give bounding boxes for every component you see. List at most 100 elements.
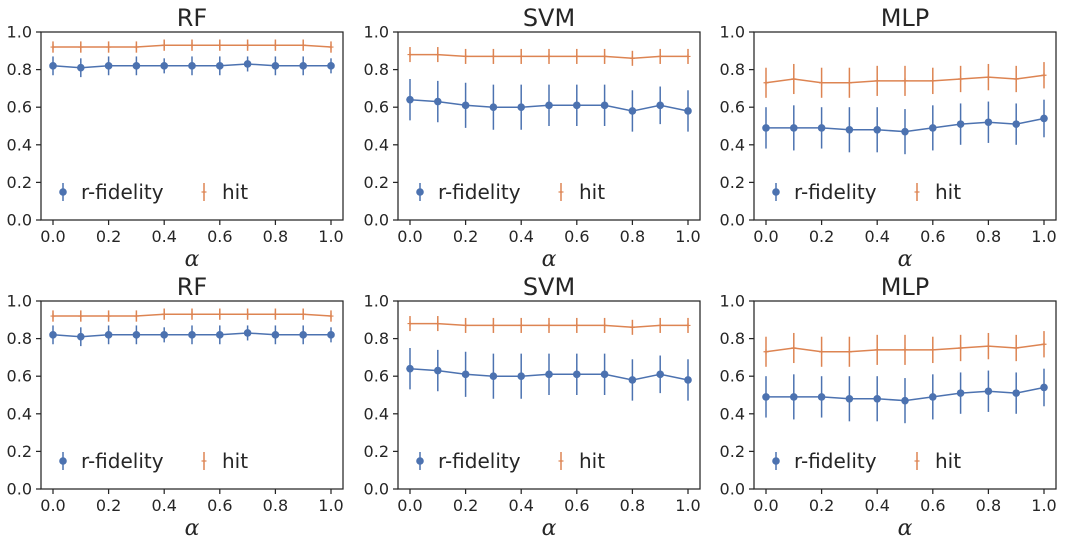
x-tick-label: 0.6 — [920, 496, 945, 515]
x-tick-label: 0.0 — [753, 496, 778, 515]
data-point — [299, 62, 308, 70]
x-tick-label: 0.6 — [564, 227, 589, 246]
y-tick-label: 1.0 — [720, 23, 745, 42]
data-point — [929, 393, 937, 401]
data-point — [930, 78, 936, 84]
data-point — [216, 62, 224, 70]
chart-panel-3: MLP 0.0 0.2 0.4 0.6 0.8 1.0 0.0 0.2 0.4 0.6 0.8 1.0 α… — [720, 4, 1057, 272]
x-axis-label: α — [898, 247, 913, 272]
data-point — [461, 370, 470, 379]
data-point — [435, 52, 441, 58]
data-point — [629, 324, 635, 330]
x-axis-label: α — [185, 247, 200, 272]
data-point — [956, 389, 965, 397]
y-tick-label: 0.2 — [720, 173, 745, 192]
chart-title: SVM — [523, 273, 575, 301]
data-point — [1040, 383, 1048, 392]
y-tick-label: 0.2 — [7, 173, 32, 192]
data-point — [104, 331, 113, 339]
legend: r-fidelity hit — [416, 449, 605, 473]
legend-marker — [59, 457, 67, 465]
series-hit — [763, 331, 1047, 367]
data-point — [407, 321, 413, 327]
series-hit — [407, 316, 691, 335]
y-tick-label: 1.0 — [720, 292, 745, 311]
data-point — [874, 347, 880, 353]
data-point — [272, 42, 278, 48]
chart-panel-2: SVM 0.0 0.2 0.4 0.6 0.8 1.0 0.0 0.2 0.4 0.6 0.8 1.0 α… — [364, 4, 701, 272]
data-point — [902, 347, 908, 353]
chart-title: MLP — [881, 4, 930, 32]
data-point — [600, 370, 609, 379]
y-tick-label: 0.0 — [364, 211, 389, 230]
data-point — [188, 62, 196, 70]
y-tick-label: 0.4 — [7, 404, 32, 423]
data-point — [545, 101, 553, 110]
data-point — [188, 331, 196, 339]
data-point — [1012, 120, 1020, 128]
data-point — [133, 44, 139, 50]
data-point — [656, 370, 664, 379]
x-tick-label: 1.0 — [318, 496, 343, 515]
chart-panel-1: RF 0.0 0.2 0.4 0.6 0.8 1.0 0.0 0.2 0.4 0.6 0.8 1.0 α r… — [7, 4, 344, 272]
data-point — [463, 322, 469, 328]
x-tick-label: 0.2 — [96, 227, 121, 246]
y-tick-label: 0.4 — [364, 404, 389, 423]
data-point — [574, 53, 580, 59]
data-point — [245, 42, 251, 48]
data-point — [106, 313, 112, 319]
x-axis-label: α — [185, 516, 200, 541]
legend-label: hit — [222, 180, 248, 204]
data-point — [574, 322, 580, 328]
data-point — [1040, 114, 1048, 123]
x-tick-label: 0.0 — [40, 227, 65, 246]
legend-marker — [416, 457, 424, 465]
series-r-fidelity — [406, 348, 692, 401]
y-tick-label: 0.6 — [7, 367, 32, 386]
x-tick-label: 0.4 — [864, 496, 889, 515]
legend-label: hit — [579, 449, 605, 473]
data-point — [189, 311, 195, 317]
chart-panel-4: RF 0.0 0.2 0.4 0.6 0.8 1.0 0.0 0.2 0.4 0.6 0.8 1.0 α r… — [7, 273, 344, 541]
x-tick-label: 0.4 — [864, 227, 889, 246]
x-tick-label: 0.6 — [207, 227, 232, 246]
data-point — [300, 42, 306, 48]
data-point — [463, 53, 469, 59]
data-point — [300, 311, 306, 317]
data-point — [1041, 341, 1047, 347]
data-point — [77, 63, 85, 72]
y-tick-label: 0.4 — [7, 135, 32, 154]
data-point — [791, 76, 797, 82]
x-tick-label: 0.0 — [40, 496, 65, 515]
x-tick-label: 0.4 — [508, 496, 533, 515]
x-tick-label: 0.4 — [508, 227, 533, 246]
data-point — [50, 313, 56, 319]
data-point — [78, 313, 84, 319]
data-point — [600, 101, 609, 110]
x-tick-label: 0.0 — [397, 496, 422, 515]
data-point — [161, 42, 167, 48]
x-axis-label: α — [542, 516, 557, 541]
plot-frame — [40, 31, 344, 221]
y-tick-label: 0.2 — [364, 173, 389, 192]
data-point — [762, 393, 770, 401]
data-point — [845, 125, 854, 134]
data-point — [406, 364, 414, 373]
y-tick-label: 0.6 — [720, 367, 745, 386]
y-tick-label: 0.8 — [7, 329, 32, 348]
y-tick-label: 0.2 — [364, 442, 389, 461]
data-point — [78, 44, 84, 50]
y-tick-label: 0.6 — [364, 98, 389, 117]
data-point — [545, 370, 553, 379]
data-point — [243, 60, 252, 68]
x-tick-label: 1.0 — [675, 496, 700, 515]
y-tick-label: 0.0 — [364, 480, 389, 499]
plot-frame — [753, 300, 1057, 490]
chart-title: MLP — [881, 273, 930, 301]
x-tick-label: 0.4 — [151, 496, 176, 515]
data-point — [684, 376, 692, 384]
data-point — [160, 62, 168, 70]
data-point — [517, 372, 525, 381]
x-axis-label: α — [542, 247, 557, 272]
data-point — [874, 78, 880, 84]
